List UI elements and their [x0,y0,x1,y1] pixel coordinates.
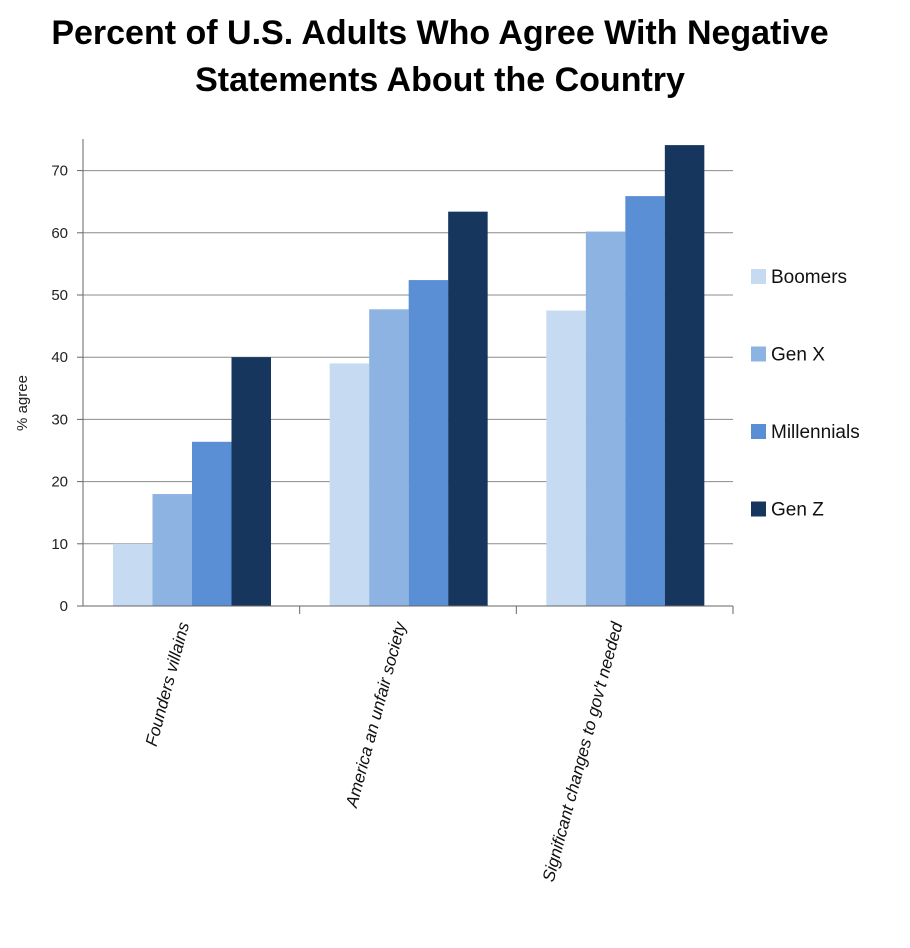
bar-boomers [329,363,370,606]
y-tick-label: 30 [51,411,68,428]
legend-label: Gen X [771,345,825,366]
bar-gen-z [448,211,488,607]
category-labels: Founders villains America an unfair socie… [142,619,627,884]
bar-gen-z [231,357,271,606]
bar-boomers [546,310,586,606]
y-tick-label: 40 [51,349,68,366]
bar-millennials [625,196,665,607]
legend-swatch [751,269,766,284]
legend-swatch [751,424,766,439]
y-tick-label: 60 [51,225,68,242]
legend-swatch [751,346,766,362]
legend-label: Gen Z [771,500,824,521]
y-tick-label: 50 [51,287,68,304]
y-axis-title: % agree [14,375,31,431]
bar-millennials [408,280,449,606]
bar-boomers [113,543,153,606]
chart-title: Percent of U.S. Adults Who Agree With Ne… [0,10,880,104]
chart-title-line-2: Statements About the Country [195,61,685,99]
bar-millennials [192,441,232,606]
y-tick-label: 70 [51,163,68,180]
y-tick-labels: 0 10 20 30 40 50 60 70 [51,163,68,615]
axes [77,139,734,614]
chart-title-line-1: Percent of U.S. Adults Who Agree With Ne… [51,14,829,52]
legend-label: Millennials [771,422,860,443]
y-tick-label: 0 [60,598,68,615]
legend-swatch [751,501,766,517]
category-label: Significant changes to gov't needed [539,620,627,884]
category-label: Founders villains [142,620,193,749]
legend: Boomers Gen X Millennials Gen Z [751,267,860,521]
bar-gen-x [152,494,192,606]
bar-gen-z [664,145,705,606]
category-label: America an unfair society [342,619,410,811]
bars [113,145,705,607]
y-tick-label: 20 [51,474,68,491]
legend-label: Boomers [771,267,847,288]
bar-gen-x [369,309,409,606]
y-tick-label: 10 [51,536,68,553]
bar-gen-x [585,231,626,606]
